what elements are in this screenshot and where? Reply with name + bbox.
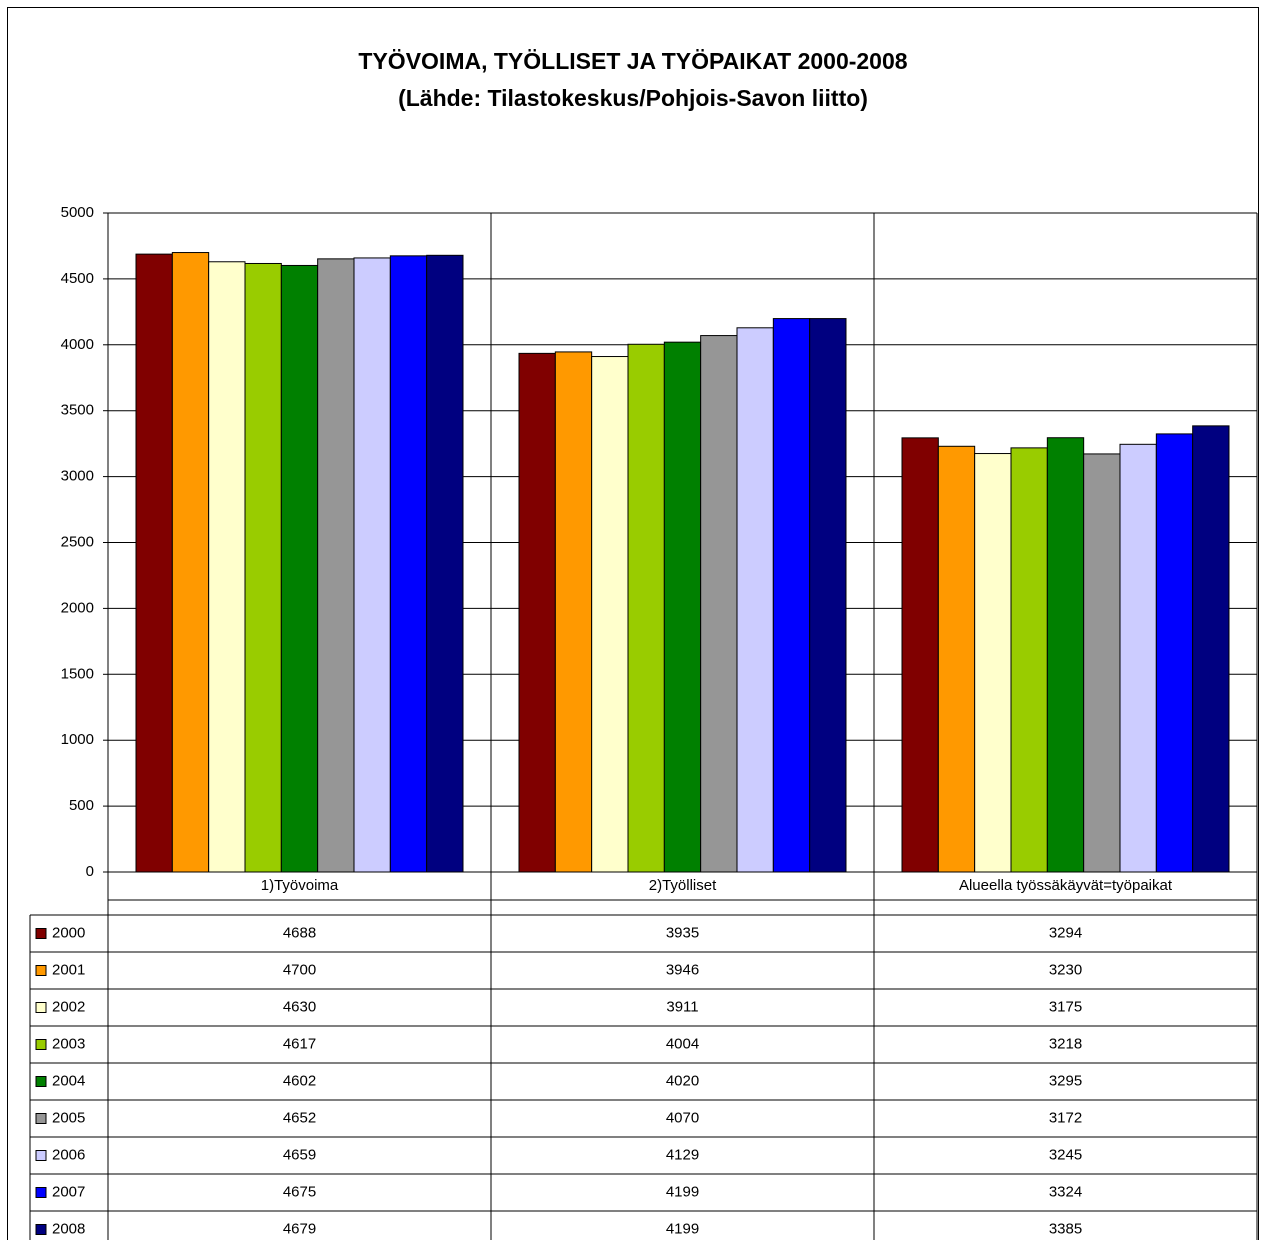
table-cell: 4679 bbox=[283, 1220, 316, 1237]
table-cell: 3295 bbox=[1049, 1072, 1082, 1089]
table-cell: 4617 bbox=[283, 1035, 316, 1052]
table-cell: 3324 bbox=[1049, 1183, 1082, 1200]
legend-key bbox=[35, 1224, 47, 1235]
table-cell: 4199 bbox=[666, 1183, 699, 1200]
x-tick-label: 2)Työlliset bbox=[649, 877, 717, 894]
y-tick-label: 1000 bbox=[61, 731, 94, 748]
legend-key bbox=[35, 965, 47, 976]
legend-key bbox=[35, 1150, 47, 1161]
table-cell: 3175 bbox=[1049, 998, 1082, 1015]
table-cell: 3385 bbox=[1049, 1220, 1082, 1237]
table-cell: 4129 bbox=[666, 1146, 699, 1163]
y-tick-label: 1500 bbox=[61, 665, 94, 682]
legend-label: 2004 bbox=[52, 1072, 85, 1089]
bar bbox=[901, 437, 939, 873]
bar bbox=[974, 453, 1012, 873]
table-cell: 4020 bbox=[666, 1072, 699, 1089]
bar bbox=[1155, 433, 1194, 873]
table-cell: 3946 bbox=[666, 961, 699, 978]
table-cell: 4675 bbox=[283, 1183, 316, 1200]
y-tick-label: 4500 bbox=[61, 270, 94, 287]
chart-title: TYÖVOIMA, TYÖLLISET JA TYÖPAIKAT 2000-20… bbox=[358, 48, 907, 74]
legend-key bbox=[35, 1039, 47, 1050]
y-tick-label: 500 bbox=[69, 797, 94, 814]
legend-label: 2001 bbox=[52, 961, 85, 978]
y-tick-label: 2500 bbox=[61, 533, 94, 550]
table-cell: 4652 bbox=[283, 1109, 316, 1126]
bar bbox=[518, 352, 556, 873]
table-cell: 3245 bbox=[1049, 1146, 1082, 1163]
bar bbox=[937, 445, 976, 873]
table-cell: 3218 bbox=[1049, 1035, 1082, 1052]
y-tick-label: 3000 bbox=[61, 468, 94, 485]
bar bbox=[135, 253, 173, 873]
legend-key bbox=[35, 1113, 47, 1124]
legend-key bbox=[35, 1076, 47, 1087]
x-tick-label: Alueella työssäkäyvät=työpaikat bbox=[959, 877, 1173, 894]
bar bbox=[1192, 425, 1230, 873]
bar bbox=[1046, 437, 1085, 873]
chart-subtitle: (Lähde: Tilastokeskus/Pohjois-Savon liit… bbox=[398, 85, 868, 111]
legend-label: 2005 bbox=[52, 1109, 85, 1126]
bar bbox=[171, 252, 210, 873]
bar bbox=[317, 258, 355, 873]
bar bbox=[208, 261, 246, 873]
bar bbox=[663, 341, 702, 873]
bar bbox=[809, 318, 847, 873]
bar bbox=[736, 327, 774, 873]
table-cell: 4700 bbox=[283, 961, 316, 978]
legend-label: 2007 bbox=[52, 1183, 85, 1200]
table-cell: 3911 bbox=[666, 998, 698, 1015]
table-cell: 3294 bbox=[1049, 924, 1082, 941]
bar bbox=[700, 335, 738, 873]
table-cell: 4602 bbox=[283, 1072, 316, 1089]
y-tick-label: 5000 bbox=[61, 204, 94, 221]
y-tick-label: 3500 bbox=[61, 402, 94, 419]
table-cell: 4199 bbox=[666, 1220, 699, 1237]
bar bbox=[426, 254, 464, 873]
table-cell: 3172 bbox=[1049, 1109, 1082, 1126]
legend-label: 2002 bbox=[52, 998, 85, 1015]
legend-label: 2008 bbox=[52, 1220, 85, 1237]
legend-label: 2006 bbox=[52, 1146, 85, 1163]
table-cell: 4659 bbox=[283, 1146, 316, 1163]
table-cell: 3230 bbox=[1049, 961, 1082, 978]
y-tick-label: 2000 bbox=[61, 599, 94, 616]
table-cell: 4630 bbox=[283, 998, 316, 1015]
bar bbox=[280, 264, 319, 873]
legend-label: 2000 bbox=[52, 924, 85, 941]
legend-label: 2003 bbox=[52, 1035, 85, 1052]
table-cell: 4070 bbox=[666, 1109, 699, 1126]
bar bbox=[591, 356, 629, 873]
bar bbox=[1010, 447, 1048, 873]
legend-key bbox=[35, 928, 47, 939]
table-cell: 4688 bbox=[283, 924, 316, 941]
bar bbox=[353, 257, 391, 873]
legend-key bbox=[35, 1002, 47, 1013]
bar bbox=[244, 262, 282, 873]
y-tick-label: 4000 bbox=[61, 336, 94, 353]
bar bbox=[772, 318, 811, 873]
table-cell: 3935 bbox=[666, 924, 699, 941]
x-tick-label: 1)Työvoima bbox=[261, 877, 339, 894]
bar bbox=[554, 351, 593, 873]
bar bbox=[627, 343, 665, 873]
table-cell: 4004 bbox=[666, 1035, 699, 1052]
bar bbox=[1119, 443, 1157, 873]
bar bbox=[1083, 453, 1121, 873]
bar bbox=[389, 255, 428, 873]
y-tick-label: 0 bbox=[86, 863, 94, 880]
legend-key bbox=[35, 1187, 47, 1198]
